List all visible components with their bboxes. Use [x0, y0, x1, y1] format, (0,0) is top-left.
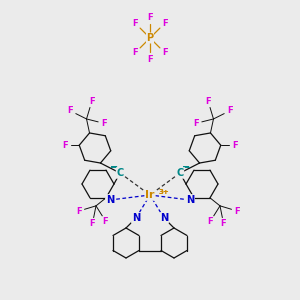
Text: F: F: [132, 19, 138, 28]
Text: F: F: [147, 55, 153, 64]
Text: F: F: [76, 206, 82, 215]
Text: N: N: [106, 195, 114, 205]
Text: F: F: [68, 106, 73, 116]
Text: N: N: [160, 213, 168, 223]
Text: N: N: [186, 195, 194, 205]
Text: P: P: [146, 33, 154, 43]
Text: N: N: [132, 213, 140, 223]
Text: F: F: [147, 13, 153, 22]
Text: F: F: [162, 19, 168, 28]
Text: N: N: [106, 195, 114, 205]
Text: F: F: [221, 219, 226, 228]
Text: F: F: [103, 217, 108, 226]
Text: F: F: [90, 219, 95, 228]
Text: C: C: [116, 168, 124, 178]
Text: −: −: [182, 162, 190, 172]
Text: N: N: [186, 195, 194, 205]
Text: C: C: [176, 168, 184, 178]
Text: F: F: [232, 141, 238, 150]
Text: F: F: [208, 217, 213, 226]
Text: F: F: [234, 206, 240, 215]
Text: N: N: [106, 195, 114, 205]
Text: N: N: [186, 195, 194, 205]
Text: N: N: [132, 213, 140, 223]
Text: C: C: [116, 168, 124, 178]
Text: F: F: [101, 119, 107, 128]
Text: −: −: [110, 162, 118, 172]
Text: F: F: [227, 106, 233, 116]
Text: Ir: Ir: [145, 190, 155, 200]
Text: N: N: [132, 213, 140, 223]
Text: Ir: Ir: [145, 190, 155, 200]
Text: 3+: 3+: [159, 189, 170, 195]
Text: 3+: 3+: [159, 189, 170, 195]
Text: N: N: [160, 213, 168, 223]
Text: F: F: [162, 48, 168, 57]
Text: −: −: [184, 164, 190, 172]
Text: N: N: [160, 213, 168, 223]
Text: C: C: [176, 168, 184, 178]
Text: F: F: [206, 97, 211, 106]
Text: F: F: [62, 141, 68, 150]
Text: F: F: [89, 97, 94, 106]
Text: F: F: [132, 48, 138, 57]
Text: −: −: [110, 164, 116, 172]
Text: F: F: [193, 119, 199, 128]
